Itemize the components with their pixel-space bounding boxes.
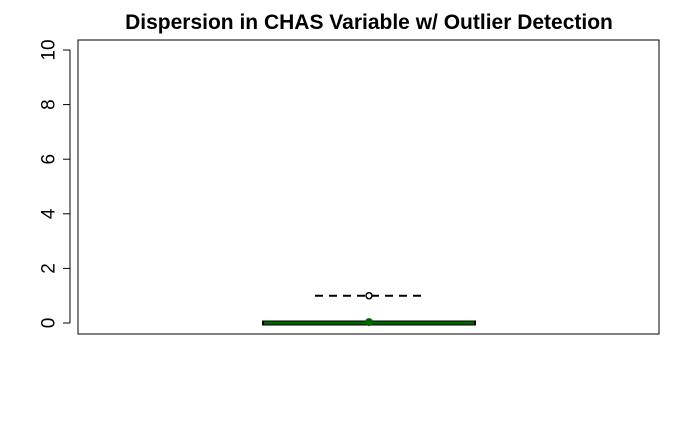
plot-frame xyxy=(78,40,659,334)
y-tick-label: 2 xyxy=(39,263,60,274)
chart-title: Dispersion in CHAS Variable w/ Outlier D… xyxy=(125,11,613,34)
y-tick-label: 0 xyxy=(39,318,60,329)
y-tick-label: 4 xyxy=(39,208,60,219)
mean-point xyxy=(365,318,373,326)
outlier-point xyxy=(366,293,372,299)
y-axis: 0 2 4 6 8 10 xyxy=(39,39,71,328)
y-tick-label: 10 xyxy=(39,39,60,60)
y-tick-label: 8 xyxy=(39,99,60,110)
y-tick-label: 6 xyxy=(39,154,60,165)
plot-area xyxy=(262,293,476,326)
